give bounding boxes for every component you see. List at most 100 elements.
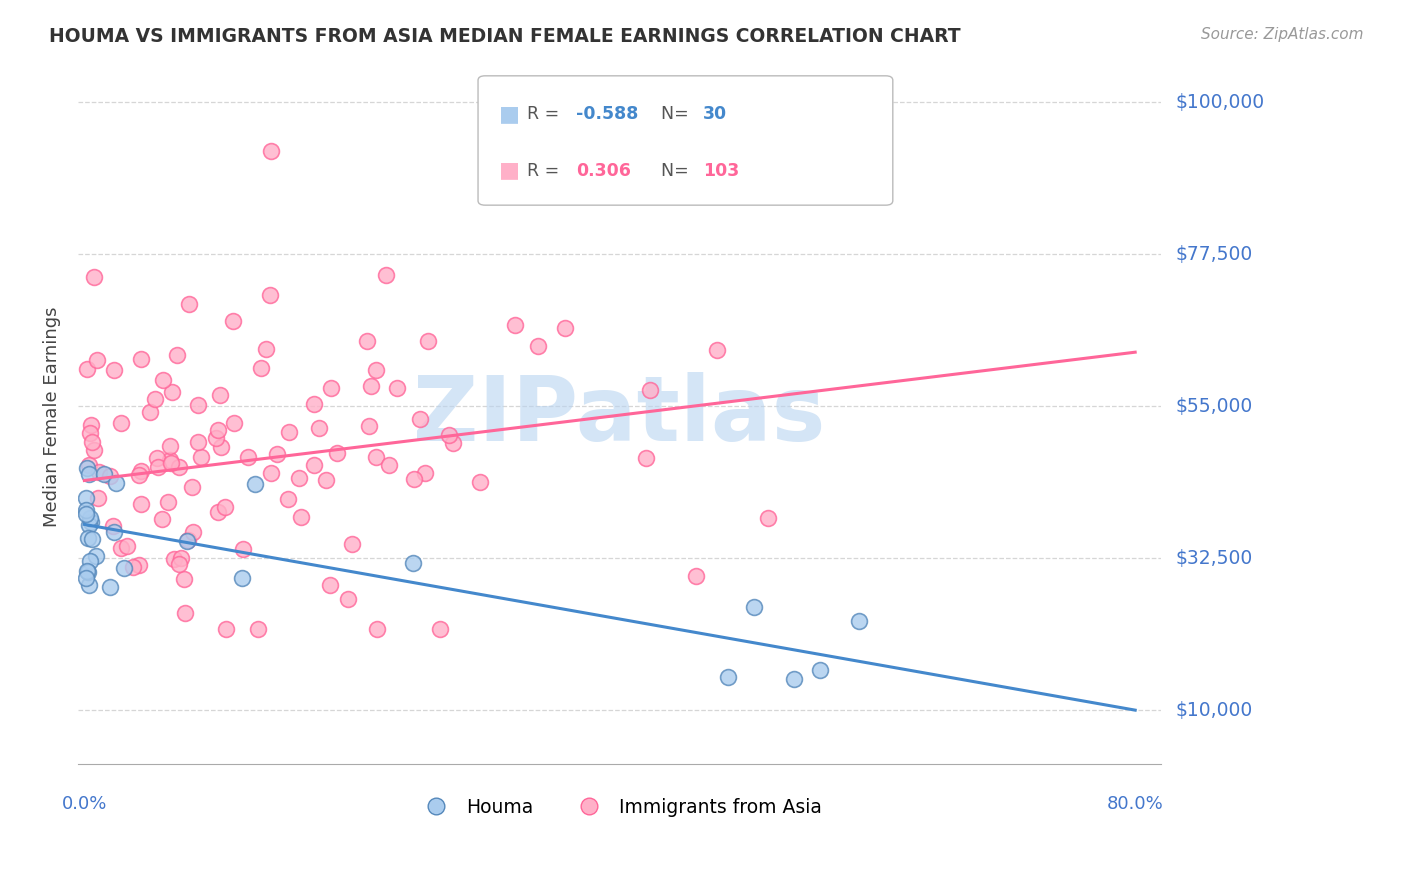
Point [75, 502, 97, 516]
Point [122, 560, 145, 574]
Point [170, 550, 193, 565]
Point [75, 507, 97, 521]
Point [159, 453, 181, 467]
Point [80, 515, 103, 529]
Point [288, 471, 311, 485]
Point [409, 411, 432, 425]
Point [221, 314, 243, 328]
Point [215, 622, 238, 636]
Point [437, 428, 460, 442]
Point [266, 447, 288, 461]
Point [224, 417, 246, 431]
Point [260, 466, 283, 480]
Point [162, 385, 184, 400]
Point [80, 418, 103, 433]
Point [77, 531, 100, 545]
Point [129, 497, 152, 511]
Point [250, 360, 273, 375]
Point [76, 564, 98, 578]
Point [685, 569, 707, 583]
Point [76, 362, 98, 376]
Point [181, 480, 204, 494]
Point [128, 467, 150, 482]
Point [243, 477, 266, 491]
Point [159, 439, 181, 453]
Point [319, 578, 342, 592]
Text: -0.588: -0.588 [576, 105, 638, 123]
Point [79, 511, 101, 525]
Point [756, 511, 779, 525]
Text: N=: N= [661, 105, 695, 123]
Text: $10,000: $10,000 [1175, 700, 1253, 720]
Point [717, 670, 740, 684]
Point [129, 464, 152, 478]
Text: 103: 103 [703, 161, 740, 179]
Point [468, 475, 491, 489]
Point [80, 532, 103, 546]
Point [187, 435, 209, 450]
Point [79, 426, 101, 441]
Point [103, 362, 125, 376]
Point [207, 423, 229, 437]
Point [554, 321, 576, 335]
Point [131, 352, 153, 367]
Point [79, 518, 101, 533]
Point [83, 443, 105, 458]
Point [782, 672, 804, 686]
Point [183, 524, 205, 539]
Point [80, 434, 103, 449]
Point [148, 460, 170, 475]
Point [706, 343, 728, 357]
Point [366, 622, 388, 636]
Point [378, 458, 401, 473]
Point [259, 288, 281, 302]
Point [441, 436, 464, 450]
Point [101, 519, 124, 533]
Point [98, 468, 121, 483]
Text: $77,500: $77,500 [1175, 244, 1253, 264]
Text: R =: R = [527, 161, 571, 179]
Point [254, 343, 277, 357]
Point [86, 353, 108, 368]
Text: $55,000: $55,000 [1175, 397, 1253, 416]
Point [93, 467, 115, 482]
Point [308, 421, 330, 435]
Point [150, 512, 173, 526]
Point [340, 537, 363, 551]
Point [290, 510, 312, 524]
Text: ■: ■ [499, 104, 520, 124]
Point [75, 572, 97, 586]
Point [402, 472, 425, 486]
Point [209, 388, 232, 402]
Text: R =: R = [527, 105, 565, 123]
Point [160, 456, 183, 470]
Point [364, 450, 387, 464]
Point [808, 663, 831, 677]
Point [190, 450, 212, 465]
Point [98, 580, 121, 594]
Text: Source: ZipAtlas.com: Source: ZipAtlas.com [1201, 27, 1364, 42]
Text: 30: 30 [703, 105, 727, 123]
Point [634, 451, 657, 466]
Point [77, 458, 100, 473]
Point [173, 572, 195, 586]
Point [145, 451, 167, 466]
Point [110, 416, 132, 430]
Text: HOUMA VS IMMIGRANTS FROM ASIA MEDIAN FEMALE EARNINGS CORRELATION CHART: HOUMA VS IMMIGRANTS FROM ASIA MEDIAN FEM… [49, 27, 960, 45]
Point [110, 541, 132, 555]
Text: ■: ■ [499, 161, 520, 180]
Point [75, 491, 97, 506]
Point [76, 460, 98, 475]
Point [326, 446, 349, 460]
Point [848, 614, 870, 628]
Point [232, 541, 254, 556]
Point [429, 622, 451, 636]
Text: N=: N= [661, 161, 695, 179]
Point [77, 566, 100, 580]
Text: $32,500: $32,500 [1175, 549, 1253, 567]
Point [103, 525, 125, 540]
Text: $100,000: $100,000 [1175, 93, 1264, 112]
Point [77, 577, 100, 591]
Point [163, 552, 186, 566]
Point [77, 467, 100, 481]
